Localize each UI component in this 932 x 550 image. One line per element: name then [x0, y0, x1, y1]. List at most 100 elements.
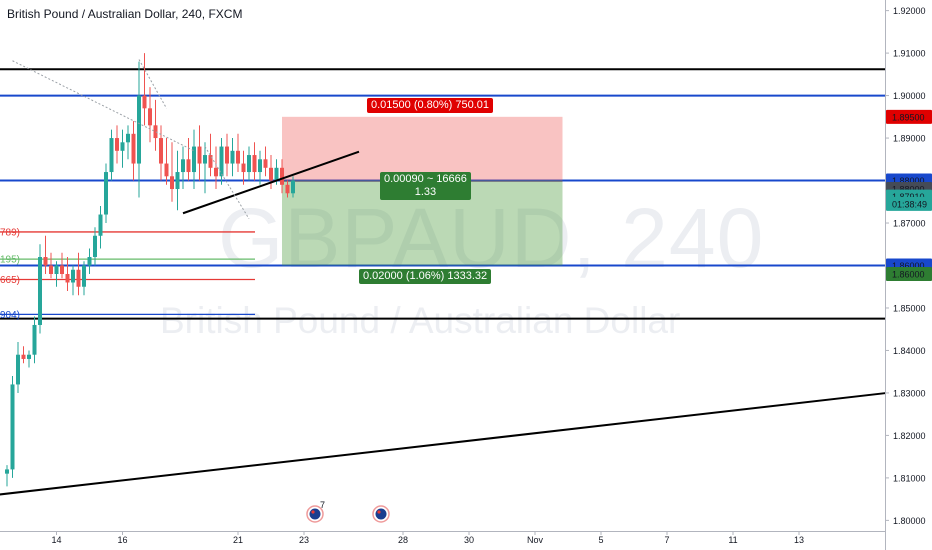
y-tick-label: 1.87000 [893, 219, 926, 229]
time-axis-background [0, 531, 885, 550]
x-tick-label: 13 [794, 535, 804, 545]
trendline[interactable] [0, 391, 888, 496]
candle[interactable] [258, 159, 262, 173]
fib-level-label: 904) [0, 310, 20, 321]
y-tick-label: 1.90000 [893, 91, 926, 101]
price-badge-label: 1.88000 [892, 185, 925, 195]
candle[interactable] [109, 138, 114, 173]
candle[interactable] [219, 146, 224, 177]
fib-level-label: 789) [0, 227, 20, 238]
candle[interactable] [71, 269, 75, 283]
fib-level-label: 195) [0, 255, 20, 266]
price-badge-label: 1.88000 [892, 176, 925, 186]
candle[interactable] [93, 235, 97, 258]
x-tick-label: 28 [398, 535, 408, 545]
candle[interactable] [186, 159, 191, 173]
candle[interactable] [43, 257, 48, 266]
candle[interactable] [54, 265, 59, 274]
candle[interactable] [175, 172, 180, 190]
fib-level-label: 665) [0, 275, 20, 286]
economic-event-flag-icon[interactable] [306, 505, 324, 523]
y-tick-label: 1.92000 [893, 6, 926, 16]
candle[interactable] [291, 180, 295, 194]
candle[interactable] [76, 269, 81, 287]
price-badge [886, 109, 932, 124]
candle[interactable] [214, 167, 218, 177]
candle[interactable] [236, 150, 240, 164]
stop-loss-label: 0.01500 (0.80%) 750.01 [367, 98, 494, 113]
y-tick-label: 1.83000 [893, 388, 926, 398]
x-tick-label: 5 [598, 535, 603, 545]
candle[interactable] [137, 95, 141, 164]
candle[interactable] [269, 167, 273, 181]
candle[interactable] [142, 95, 147, 109]
candle[interactable] [197, 146, 202, 164]
x-tick-label: 21 [233, 535, 243, 545]
candle[interactable] [241, 163, 246, 173]
y-tick-label: 1.91000 [893, 49, 926, 59]
candle[interactable] [60, 265, 64, 274]
y-tick-label: 1.85000 [893, 303, 926, 313]
candle[interactable] [32, 324, 37, 355]
candle[interactable] [126, 133, 130, 143]
candle[interactable] [82, 265, 86, 287]
candle[interactable] [247, 155, 251, 173]
price-badge [886, 196, 932, 211]
position-ratio-label: 0.00090 ~ 16666 1.33 [380, 172, 471, 200]
candle[interactable] [252, 155, 257, 173]
candle[interactable] [27, 354, 31, 359]
candle[interactable] [49, 265, 53, 274]
candle[interactable] [280, 167, 284, 185]
candle[interactable] [115, 138, 119, 151]
candle[interactable] [16, 354, 20, 385]
candle[interactable] [153, 125, 158, 139]
economic-event-flag-icon[interactable] [372, 505, 390, 523]
candle[interactable] [87, 257, 92, 266]
candle[interactable] [5, 469, 9, 474]
price-badge-label: 01:38:49 [892, 199, 927, 209]
x-tick-label: 30 [464, 535, 474, 545]
candle[interactable] [21, 354, 26, 359]
price-badge-label: 1.86000 [892, 269, 925, 279]
y-tick-label: 1.81000 [893, 473, 926, 483]
candle[interactable] [181, 159, 185, 173]
price-badge-label: 1.89500 [892, 112, 925, 122]
stop-loss-zone[interactable] [282, 116, 563, 181]
candle[interactable] [98, 214, 103, 236]
candle[interactable] [159, 138, 163, 164]
chart-title: British Pound / Australian Dollar, 240, … [7, 7, 243, 21]
dotted-trendline[interactable] [12, 60, 195, 152]
x-tick-label: 23 [299, 535, 309, 545]
trendline[interactable] [182, 150, 360, 215]
dotted-trendline[interactable] [138, 59, 167, 109]
y-tick-label: 1.82000 [893, 431, 926, 441]
y-tick-label: 1.84000 [893, 346, 926, 356]
candle[interactable] [285, 184, 290, 194]
candle[interactable] [10, 384, 15, 470]
x-tick-label: Nov [527, 535, 544, 545]
x-tick-label: 11 [728, 535, 737, 545]
position-quantity-text: 0.00090 ~ 16666 [384, 173, 467, 185]
event-count-badge: 7 [320, 500, 325, 510]
candle[interactable] [170, 176, 174, 190]
candle[interactable] [65, 273, 70, 283]
candle[interactable] [164, 163, 169, 177]
candle[interactable] [225, 146, 229, 164]
candle[interactable] [263, 159, 268, 168]
take-profit-label: 0.02000 (1.06%) 1333.32 [359, 269, 492, 284]
candle[interactable] [131, 133, 136, 164]
candle[interactable] [120, 142, 125, 151]
x-tick-label: 16 [117, 535, 127, 545]
candle[interactable] [148, 108, 152, 126]
candle[interactable] [104, 172, 108, 215]
candle[interactable] [203, 155, 207, 164]
candle[interactable] [208, 155, 213, 168]
price-badge [886, 266, 932, 281]
candle[interactable] [192, 146, 196, 173]
candle[interactable] [274, 167, 279, 181]
x-tick-label: 14 [51, 535, 61, 545]
candle[interactable] [230, 150, 235, 164]
x-tick-label: 7 [664, 535, 669, 545]
candle[interactable] [38, 257, 42, 325]
